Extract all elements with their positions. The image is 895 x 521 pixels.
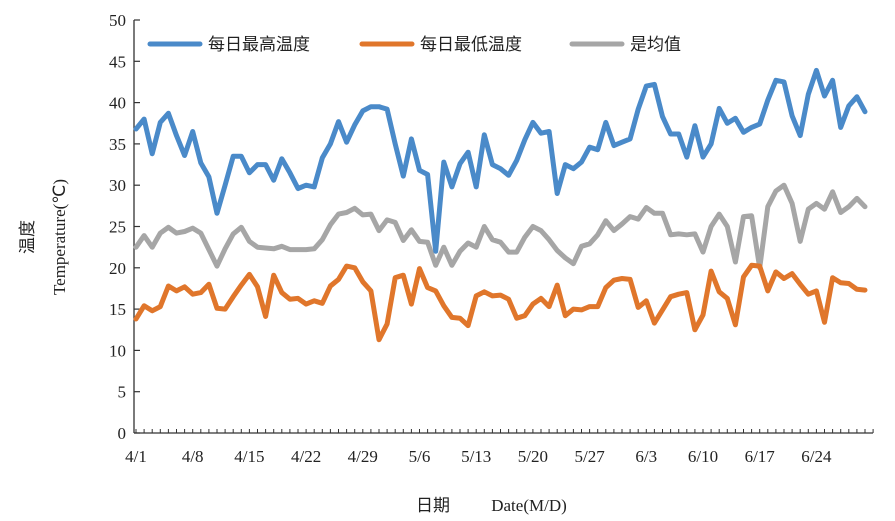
x-tick-label: 6/24 xyxy=(801,447,832,466)
x-tick-label: 5/6 xyxy=(409,447,431,466)
series-line-max xyxy=(133,67,868,254)
x-axis-title-en: Date(M/D) xyxy=(491,496,567,515)
y-tick-label: 15 xyxy=(109,300,126,319)
series-group xyxy=(133,67,868,343)
y-tick-label: 40 xyxy=(109,94,126,113)
x-tick-label: 6/17 xyxy=(745,447,776,466)
y-axis-title-en: Temperature(℃) xyxy=(50,179,69,295)
y-axis-title-cn: 温度 xyxy=(18,220,37,254)
legend: 每日最高温度 每日最低温度 是均值 xyxy=(147,35,681,55)
x-tick-label: 6/10 xyxy=(688,447,718,466)
series-line-min xyxy=(133,262,868,343)
y-tick-label: 30 xyxy=(109,176,126,195)
x-tick-label: 5/27 xyxy=(574,447,605,466)
y-tick-label: 10 xyxy=(109,341,126,360)
x-axis-title-cn: 日期 xyxy=(416,496,450,515)
x-tick-label: 5/20 xyxy=(518,447,548,466)
legend-label-min: 每日最低温度 xyxy=(420,35,522,55)
x-tick-label: 4/29 xyxy=(348,447,378,466)
legend-label-max: 每日最高温度 xyxy=(208,35,310,55)
x-tick-label: 4/8 xyxy=(182,447,204,466)
y-tick-label: 35 xyxy=(109,135,126,154)
x-tick-label: 4/22 xyxy=(291,447,321,466)
y-tick-label: 50 xyxy=(109,11,126,30)
y-tick-label: 45 xyxy=(109,52,126,71)
x-tick-label: 4/1 xyxy=(125,447,147,466)
series-line-mean xyxy=(133,182,868,271)
x-tick-label: 4/15 xyxy=(234,447,264,466)
y-tick-label: 20 xyxy=(109,259,126,278)
legend-label-mean: 是均值 xyxy=(630,35,681,55)
x-tick-label: 6/3 xyxy=(635,447,657,466)
y-tick-label: 25 xyxy=(109,218,126,237)
x-tick-label: 5/13 xyxy=(461,447,491,466)
x-ticks-group: 4/1 4/8 4/15 4/22 4/29 5/6 5/13 5/20 5/27 6/3 6/10… xyxy=(125,429,874,466)
y-tick-label: 0 xyxy=(118,424,127,443)
y-tick-label: 5 xyxy=(118,383,127,402)
y-ticks-group: 0 5 10 15 20 25 30 35 40 45 50 xyxy=(109,11,140,443)
y-axis-title: 温度 xyxy=(18,220,37,254)
axes-group xyxy=(133,20,873,434)
y-axis-title-en-group: Temperature(℃) xyxy=(50,179,69,295)
